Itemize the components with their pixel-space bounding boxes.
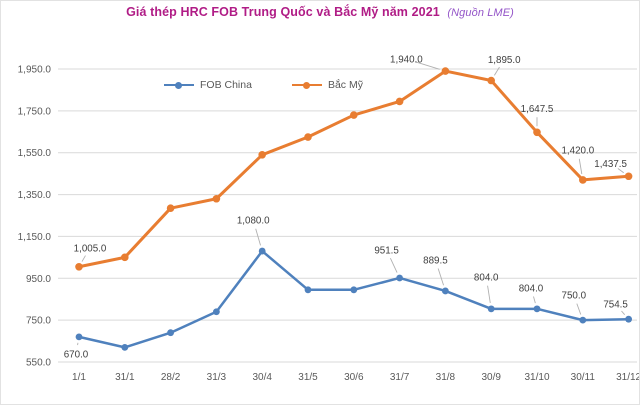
label-leader-line [617,168,624,174]
legend-label-bac-my: Bắc Mỹ [327,79,363,91]
data-point-marker [625,315,632,323]
data-point-marker [166,204,175,212]
data-point-marker [212,194,221,203]
data-point-marker [75,333,83,341]
data-point-label: 1,647.5 [521,104,554,115]
label-leader-line [487,285,491,303]
data-point-marker [258,151,267,159]
label-leader-line [437,268,444,286]
label-leader-line [576,303,582,315]
legend-item-bac-my: Bắc Mỹ [291,79,363,91]
data-point-marker [441,67,450,75]
data-point-marker [395,97,404,106]
data-point-marker [487,76,496,85]
data-point-label: 1,895.0 [488,55,521,66]
y-axis-tick-label: 1,950.0 [18,65,52,76]
data-point-label: 754.5 [603,300,628,311]
y-axis-tick-label: 750.0 [26,316,51,327]
data-point-marker [396,274,403,282]
data-point-label: 951.5 [374,245,399,256]
data-point-label: 750.0 [562,291,587,302]
label-leader-line [414,61,440,70]
data-point-label: 1,080.0 [237,216,270,227]
label-leader-line [81,255,86,262]
legend-line-marker-icon [291,81,322,89]
data-point-marker [350,286,358,294]
series-line-fob-china [77,249,630,349]
data-point-marker [533,128,541,137]
label-leader-line [255,228,261,246]
chart-title: Giá thép HRC FOB Trung Quốc và Bắc Mỹ nă… [1,5,639,19]
data-point-label: 889.5 [423,255,448,266]
data-point-marker [75,262,83,271]
x-axis-tick-label: 28/2 [161,372,181,383]
chart-title-source: (Nguồn LME) [447,7,514,19]
data-point-label: 670.0 [64,349,89,360]
y-axis-tick-label: 1,750.0 [18,106,52,117]
label-leader-line [533,296,536,304]
x-axis-tick-label: 31/5 [298,372,318,383]
y-axis-tick-label: 1,150.0 [18,232,52,243]
x-axis-tick-label: 31/10 [524,372,549,383]
y-axis-tick-label: 950.0 [26,274,51,285]
data-point-marker [579,176,587,184]
y-axis-tick-label: 1,550.0 [18,148,52,159]
data-point-label: 1,420.0 [561,145,594,156]
x-axis-tick-label: 31/3 [207,372,227,383]
label-leader-line [389,257,398,273]
data-point-label: 1,940.0 [390,55,423,66]
data-point-marker [487,305,495,313]
data-point-marker [304,286,312,294]
data-point-label: 804.0 [519,283,544,294]
label-leader-line [578,158,583,175]
x-axis-tick-label: 30/9 [481,372,501,383]
data-point-label: 1,005.0 [74,243,107,254]
label-leader-line [621,310,626,315]
data-point-marker [121,343,129,351]
chart-legend: FOB China Bắc Mỹ [164,79,363,91]
y-axis-tick-label: 550.0 [26,358,51,369]
x-axis-tick-label: 31/8 [436,372,456,383]
legend-item-fob-china: FOB China [164,79,252,91]
x-axis-tick-label: 31/1 [115,372,135,383]
data-point-marker [579,316,587,324]
legend-line-marker-icon [164,81,194,89]
data-point-marker [533,305,541,313]
data-point-marker [121,253,129,262]
data-point-label: 804.0 [474,272,499,283]
data-point-marker [304,133,312,141]
x-axis-tick-label: 30/6 [344,372,364,383]
data-point-marker [258,247,266,255]
chart-title-main: Giá thép HRC FOB Trung Quốc và Bắc Mỹ nă… [126,5,440,19]
x-axis-tick-label: 30/11 [571,372,596,383]
series-line-bac-my [77,69,631,269]
x-axis-tick-label: 31/7 [390,372,410,383]
data-point-marker [624,172,633,181]
data-point-marker [350,111,358,119]
data-point-label: 1,437.5 [594,159,627,170]
x-axis-tick-label: 1/1 [72,372,86,383]
data-point-marker [442,287,449,295]
legend-label-fob-china: FOB China [200,79,252,91]
x-axis-tick-label: 30/4 [252,372,272,383]
y-axis-tick-label: 1,350.0 [18,190,52,201]
data-point-marker [213,308,220,316]
x-axis-tick-label: 31/12 [616,372,640,383]
label-leader-line [493,66,500,76]
data-point-marker [167,329,175,337]
